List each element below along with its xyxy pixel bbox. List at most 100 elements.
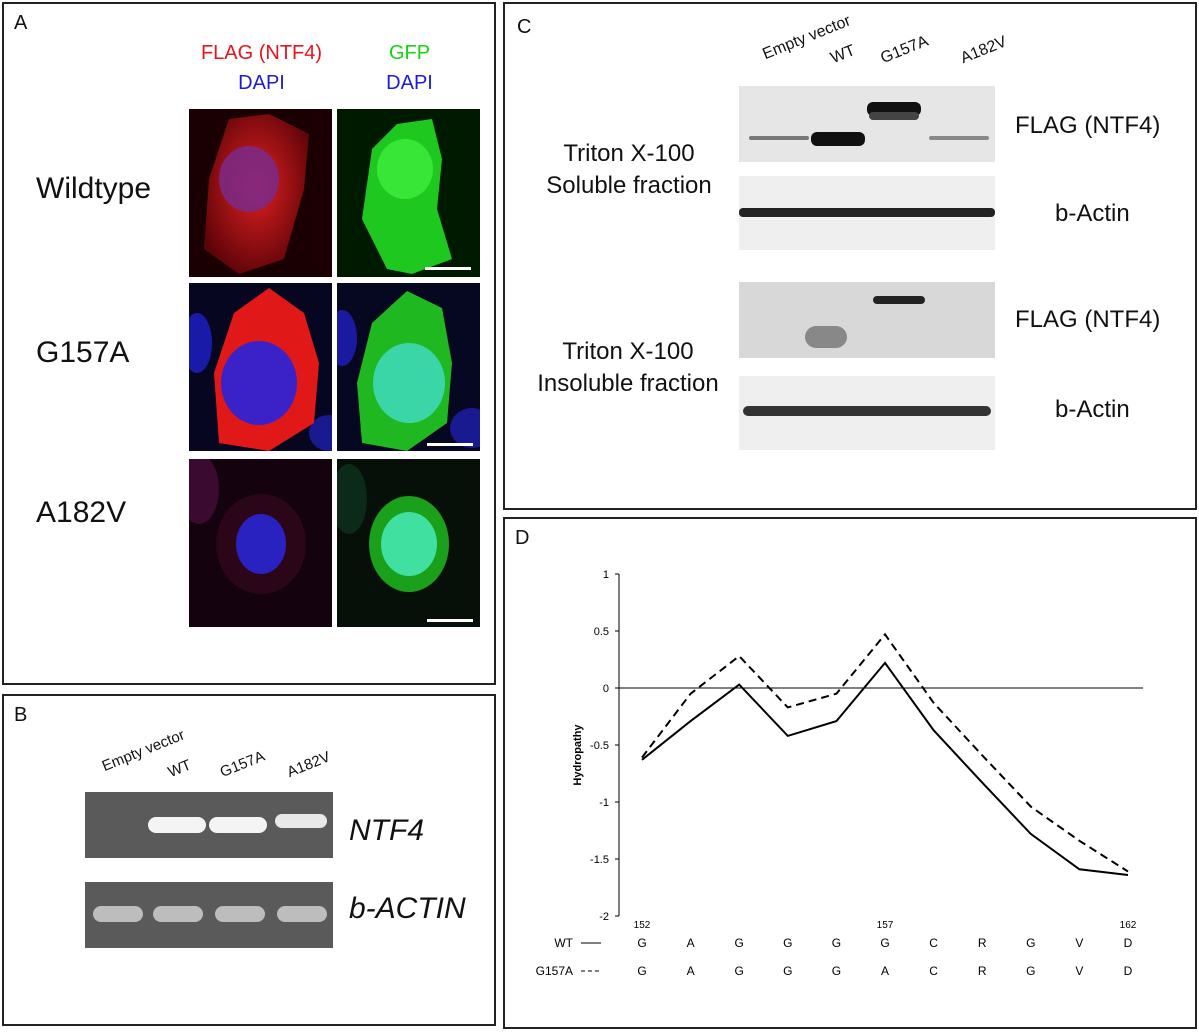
lane-label: WT [828,41,858,68]
y-tick-label: 1 [603,569,609,581]
panel-c: C Empty vector WT G157A A182V Triton X-1… [503,2,1197,510]
blot-flag-insoluble [739,282,995,358]
residue-label: D [1124,936,1133,950]
y-tick-label: 0 [603,683,609,695]
lane-label: G157A [878,32,931,68]
residue-label: A [687,936,695,950]
lane-label: A182V [284,748,333,781]
gel-band [93,906,143,922]
position-label: 162 [1120,920,1137,931]
micrograph-a182v-flag [189,459,332,627]
residue-label: G [637,964,646,978]
panel-b: B Empty vector WT G157A A182V NTF4 b-ACT… [2,694,496,1026]
blot-band [873,296,925,304]
gel-band [215,906,265,922]
scale-bar [427,443,473,446]
scale-bar [427,619,473,622]
blot-band [811,132,865,146]
y-tick-label: -0.5 [590,740,609,752]
residue-label: G [783,964,792,978]
lane-label: A182V [958,33,1010,68]
row-label-a182v: A182V [36,496,127,529]
gel-label-ntf4: NTF4 [349,814,424,847]
blot-actin-insoluble [739,376,995,450]
row-label-g157a: G157A [36,336,130,369]
blot-label: FLAG (NTF4) [1015,112,1161,139]
blot-label: b-Actin [1055,396,1130,423]
residue-label: V [1075,936,1083,950]
sequence-row-label: WT [554,936,573,950]
micrograph-g157a-gfp [337,283,480,451]
residue-label: A [687,964,695,978]
gel-actin [85,882,333,948]
fraction-line: Triton X-100 [563,140,695,167]
blot-band [743,406,991,416]
sequence-row-label: G157A [536,964,573,978]
fraction-line: Soluble fraction [546,172,712,199]
residue-label: G [1026,964,1035,978]
residue-label: G [832,964,841,978]
panel-b-label: B [14,704,28,726]
lane-label: WT [165,756,194,781]
residue-label: D [1124,964,1133,978]
gel-band [153,906,203,922]
residue-label: V [1075,964,1083,978]
y-tick-label: 0.5 [594,626,609,638]
micrograph-wildtype-gfp [337,109,480,277]
series-line-g157a [641,632,1129,873]
gel-band [209,817,267,833]
residue-label: A [881,964,889,978]
y-axis-label: Hydropathy [572,724,584,786]
series-line-wt [641,661,1129,876]
panel-a-label: A [14,12,28,34]
blot-band [739,208,995,217]
panel-a: A FLAG (NTF4) DAPI GFP DAPI Wildtype G15… [2,2,496,685]
y-tick-label: -1 [599,797,609,809]
blot-band [805,326,847,348]
residue-label: G [880,936,889,950]
blot-flag-soluble [739,86,995,162]
blot-label: FLAG (NTF4) [1015,306,1161,333]
gel-band [148,817,206,833]
blot-actin-soluble [739,176,995,250]
residue-label: G [637,936,646,950]
micrograph-g157a-flag [189,283,332,451]
row-label-wildtype: Wildtype [36,172,152,205]
position-label: 157 [877,920,894,931]
fraction-label-soluble: Triton X-100 Soluble fraction [529,138,729,202]
residue-label: R [978,936,987,950]
fraction-label-insoluble: Triton X-100 Insoluble fraction [523,336,733,400]
gel-ntf4 [85,792,333,858]
col2-header-dapi: DAPI [386,72,433,94]
blot-band [869,112,919,120]
col1-header-dapi: DAPI [238,72,285,94]
col1-header: FLAG (NTF4) DAPI [189,38,334,98]
col2-header-gfp: GFP [388,42,431,64]
residue-label: G [735,936,744,950]
micrograph-a182v-gfp [337,459,480,627]
residue-label: G [735,964,744,978]
residue-label: C [929,936,938,950]
blot-band [749,136,809,140]
blot-band [929,136,989,140]
fraction-line: Triton X-100 [562,338,694,365]
panel-c-label: C [517,16,532,38]
panel-d-label: D [515,527,530,549]
y-tick-label: -1.5 [590,854,609,866]
gel-band [275,814,327,828]
scale-bar [425,267,471,270]
blot-label: b-Actin [1055,200,1130,227]
gel-band [277,906,327,922]
residue-label: C [929,964,938,978]
fraction-line: Insoluble fraction [537,370,719,397]
y-tick-label: -2 [599,911,609,923]
residue-label: R [978,964,987,978]
residue-label: G [783,936,792,950]
micrograph-wildtype-flag [189,109,332,277]
col1-header-flag: FLAG (NTF4) [200,42,323,64]
lane-label: G157A [217,747,268,781]
position-label: 152 [634,920,651,931]
residue-label: G [1026,936,1035,950]
gel-label-actin: b-ACTIN [349,892,466,925]
